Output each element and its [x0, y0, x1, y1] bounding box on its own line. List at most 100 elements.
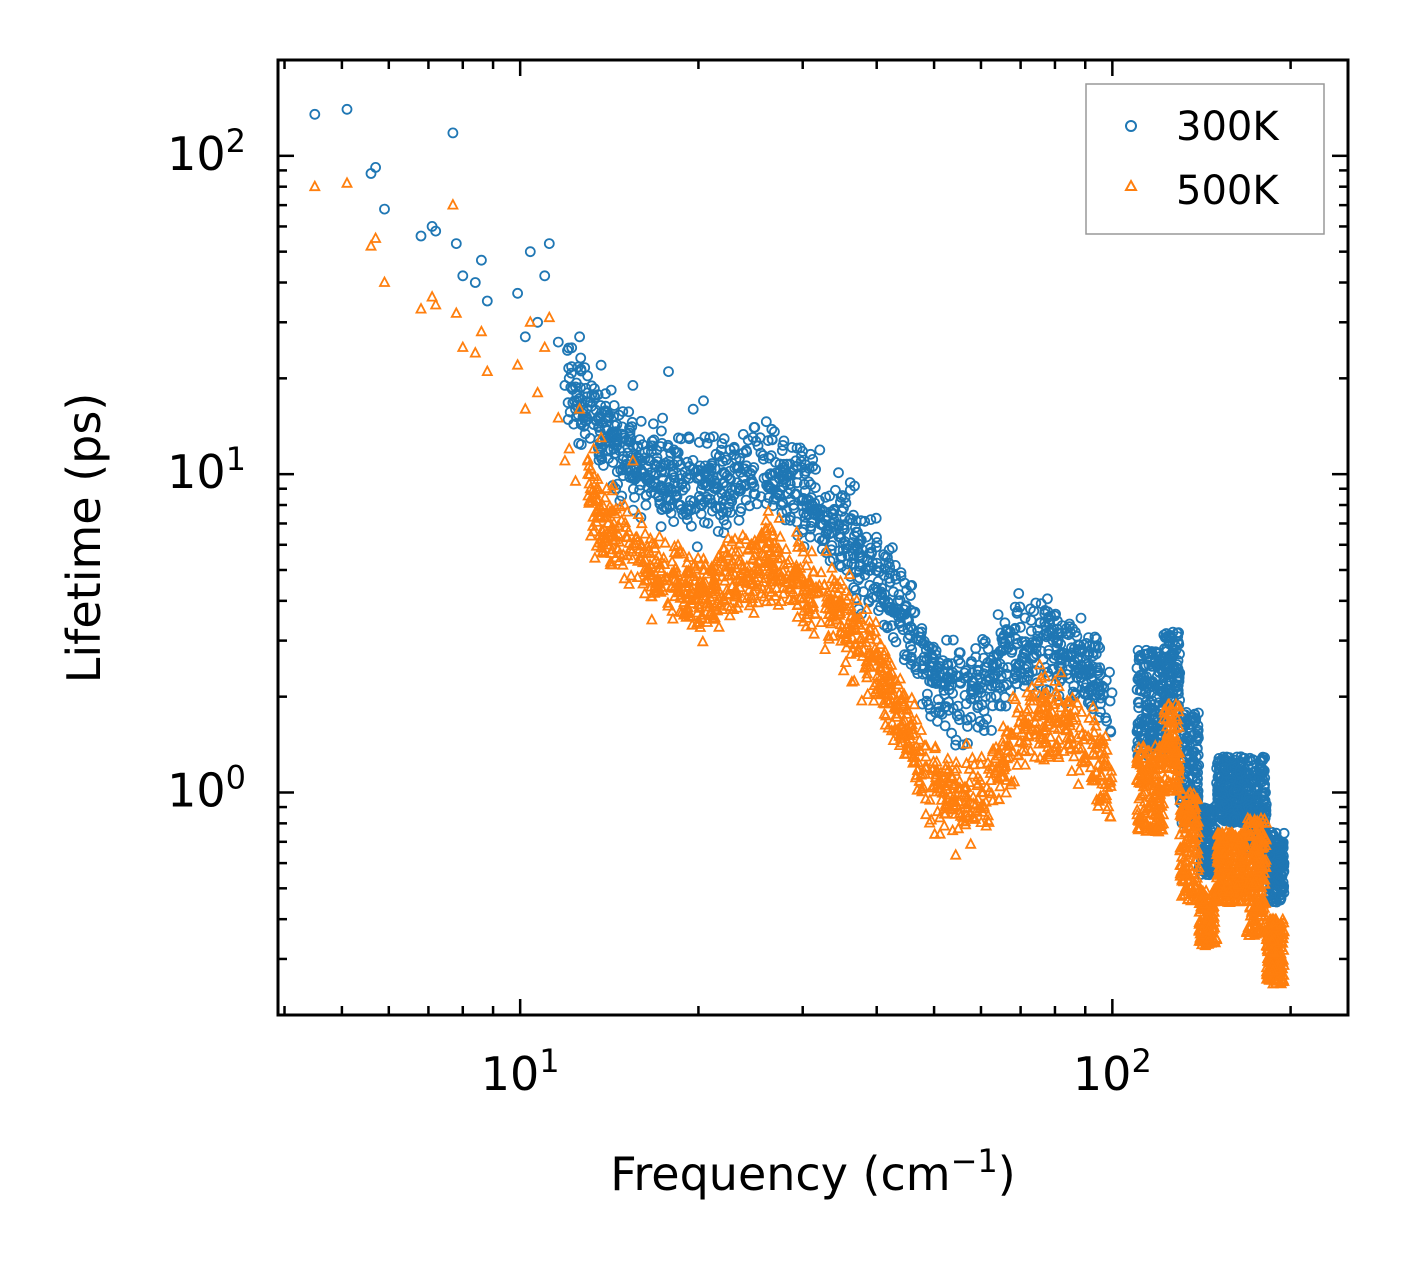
point-300k [801, 494, 813, 506]
point-300k [648, 434, 660, 446]
point-500k [723, 608, 736, 621]
point-300k [1159, 632, 1171, 643]
point-500k [964, 837, 977, 849]
point-500k [588, 551, 601, 563]
point-500k [893, 687, 906, 699]
point-300k [593, 420, 605, 432]
point-500k [1232, 830, 1245, 842]
point-500k [787, 585, 799, 597]
point-300k [916, 623, 928, 634]
point-500k [716, 570, 728, 582]
point-500k [1049, 685, 1062, 697]
point-300k [593, 413, 604, 425]
point-500k [1191, 871, 1204, 883]
point-300k [835, 496, 846, 508]
point-500k [1135, 789, 1148, 801]
point-500k [1030, 710, 1043, 722]
point-300k [910, 664, 922, 675]
point-500k [1099, 777, 1112, 789]
point-300k [985, 691, 997, 703]
point-500k [639, 553, 652, 565]
point-300k [671, 447, 682, 459]
point-300k [757, 450, 769, 461]
point-500k [1189, 802, 1202, 815]
point-500k [874, 653, 887, 665]
point-300k [989, 669, 1001, 681]
point-300k [1165, 650, 1177, 661]
point-500k [672, 585, 685, 598]
point-500k [593, 510, 606, 522]
point-300k [469, 277, 481, 288]
point-500k [682, 590, 695, 602]
point-500k [1054, 665, 1067, 678]
point-500k [1052, 679, 1065, 692]
point-300k [668, 516, 680, 527]
point-300k [1052, 615, 1063, 627]
point-300k [602, 406, 613, 418]
point-500k [592, 502, 605, 514]
point-500k [1252, 831, 1264, 843]
point-500k [683, 574, 696, 586]
point-500k [1189, 852, 1201, 865]
point-500k [582, 459, 595, 471]
point-500k [630, 530, 643, 542]
point-500k [757, 549, 770, 561]
point-500k [1087, 700, 1099, 712]
point-300k [1031, 648, 1042, 660]
point-300k [974, 715, 986, 727]
point-500k [692, 586, 705, 598]
point-500k [651, 584, 664, 597]
point-300k [826, 540, 838, 551]
point-300k [648, 418, 659, 430]
point-500k [1159, 771, 1172, 784]
point-500k [625, 569, 638, 581]
point-500k [893, 729, 906, 741]
point-500k [874, 637, 887, 649]
point-300k [943, 684, 955, 696]
point-300k [1079, 686, 1091, 698]
point-500k [803, 591, 816, 604]
point-300k [747, 477, 759, 489]
point-500k [1259, 838, 1272, 850]
point-300k [539, 270, 551, 282]
point-500k [713, 564, 726, 576]
point-500k [1191, 818, 1204, 831]
point-500k [944, 801, 957, 814]
point-500k [807, 600, 820, 612]
point-500k [828, 574, 841, 586]
point-300k [807, 461, 819, 472]
point-300k [664, 476, 675, 488]
point-500k [378, 275, 391, 287]
point-300k [835, 561, 847, 573]
point-300k [574, 331, 585, 343]
point-500k [867, 694, 880, 706]
point-500k [735, 568, 748, 580]
point-500k [893, 738, 906, 750]
point-300k [571, 395, 583, 407]
point-300k [830, 484, 841, 496]
point-300k [1074, 639, 1085, 651]
point-300k [810, 463, 821, 475]
point-300k [617, 406, 629, 418]
point-500k [920, 738, 932, 751]
point-300k [888, 586, 899, 598]
point-500k [685, 596, 698, 608]
point-500k [775, 594, 788, 606]
point-500k [705, 582, 718, 595]
point-500k [607, 504, 620, 516]
point-500k [609, 529, 622, 542]
point-500k [469, 346, 482, 358]
point-500k [974, 757, 987, 769]
point-500k [989, 763, 1002, 776]
point-500k [1072, 777, 1085, 789]
point-500k [590, 539, 603, 551]
point-500k [1168, 781, 1181, 793]
point-300k [651, 452, 663, 464]
point-500k [621, 548, 634, 561]
point-500k [996, 735, 1009, 747]
point-300k [611, 418, 623, 430]
point-500k [475, 324, 488, 337]
point-500k [731, 586, 744, 598]
point-500k [997, 719, 1010, 732]
point-500k [960, 737, 973, 749]
